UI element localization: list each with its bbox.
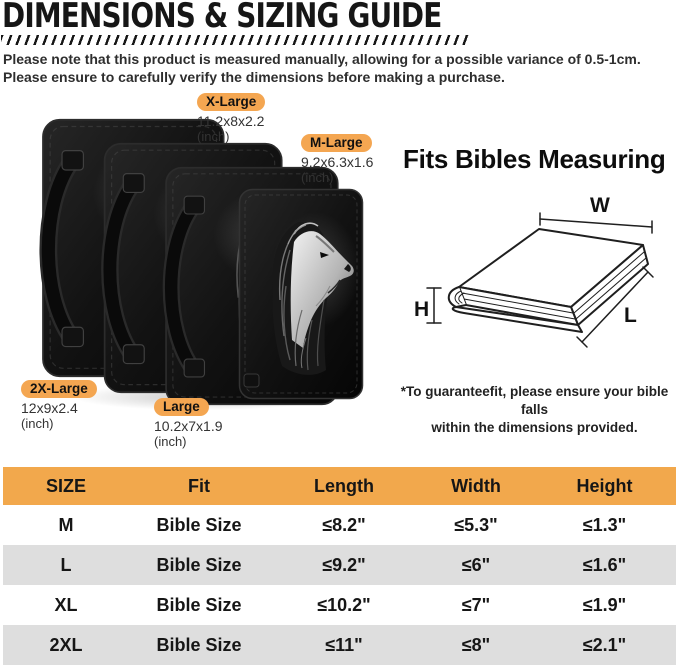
page-title: DIMENSIONS & SIZING GUIDE xyxy=(2,0,442,36)
size-unit: (inch) xyxy=(301,170,334,185)
height-label: H xyxy=(414,298,429,321)
size-unit: (inch) xyxy=(154,434,187,449)
col-header-length: Length xyxy=(314,475,374,496)
bible-cover-m-large-lion xyxy=(238,188,364,400)
intro-line-2: Please ensure to carefully verify the di… xyxy=(3,69,505,85)
size-unit: (inch) xyxy=(197,129,230,144)
table-row-2xl: 2XL Bible Size ≤11" ≤8" ≤2.1" xyxy=(3,625,676,665)
size-badge: 2X-Large xyxy=(21,380,97,398)
width-label: W xyxy=(590,196,610,217)
size-unit: (inch) xyxy=(21,416,54,431)
size-badge: Large xyxy=(154,398,209,416)
cell-size: XL xyxy=(54,594,78,615)
cell-fit: Bible Size xyxy=(156,594,242,615)
intro-text: Please note that this product is measure… xyxy=(3,50,673,86)
cell-width: ≤6" xyxy=(461,554,491,575)
cell-width: ≤8" xyxy=(461,634,491,655)
cell-height: ≤1.3" xyxy=(582,514,627,535)
table-row-xl: XL Bible Size ≤10.2" ≤7" ≤1.9" xyxy=(3,585,676,625)
fit-footnote: *To guaranteefit, please ensure your bib… xyxy=(390,383,679,437)
length-label: L xyxy=(624,304,637,327)
size-callout-2x-large: 2X-Large 12x9x2.4 (inch) xyxy=(21,380,97,431)
col-header-fit: Fit xyxy=(188,475,210,496)
size-callout-m-large: M-Large 9.2x6.3x1.6 (inch) xyxy=(301,134,373,185)
cell-width: ≤5.3" xyxy=(454,514,498,535)
size-table-header: SIZE Fit Length Width Height xyxy=(3,467,676,505)
size-badge: X-Large xyxy=(197,93,266,111)
cell-height: ≤1.6" xyxy=(582,554,627,575)
size-badge: M-Large xyxy=(301,134,372,152)
table-row-m: M Bible Size ≤8.2" ≤5.3" ≤1.3" xyxy=(3,505,676,545)
cell-fit: Bible Size xyxy=(156,514,242,535)
size-dimensions: 11.2x8x2.2 xyxy=(197,113,265,129)
footnote-line-2: within the dimensions provided. xyxy=(431,420,638,435)
table-row-l: L Bible Size ≤9.2" ≤6" ≤1.6" xyxy=(3,545,676,585)
size-callout-large: Large 10.2x7x1.9 (inch) xyxy=(154,398,223,449)
col-header-width: Width xyxy=(451,475,501,496)
cell-width: ≤7" xyxy=(461,594,491,615)
cell-height: ≤1.9" xyxy=(582,594,627,615)
size-dimensions: 9.2x6.3x1.6 xyxy=(301,154,374,170)
cell-height: ≤2.1" xyxy=(582,634,627,655)
cell-length: ≤11" xyxy=(325,634,363,655)
cell-fit: Bible Size xyxy=(156,634,242,655)
col-header-height: Height xyxy=(576,475,633,496)
cell-size: M xyxy=(58,514,74,535)
cell-length: ≤8.2" xyxy=(322,514,366,535)
book-measurement-diagram: W H L xyxy=(414,196,654,348)
intro-line-1: Please note that this product is measure… xyxy=(3,51,641,67)
cell-size: 2XL xyxy=(49,634,83,655)
fit-guide-heading: Fits Bibles Measuring xyxy=(403,144,666,174)
size-table: SIZE Fit Length Width Height M Bible Siz… xyxy=(3,467,676,665)
size-dimensions: 10.2x7x1.9 xyxy=(154,418,223,434)
footnote-line-1: *To guaranteefit, please ensure your bib… xyxy=(400,384,669,417)
size-callout-x-large: X-Large 11.2x8x2.2 (inch) xyxy=(197,93,266,144)
stripe-divider xyxy=(1,35,470,45)
cell-size: L xyxy=(60,554,72,575)
col-header-size: SIZE xyxy=(45,475,86,496)
cell-fit: Bible Size xyxy=(156,554,242,575)
size-dimensions: 12x9x2.4 xyxy=(21,400,78,416)
cell-length: ≤10.2" xyxy=(317,594,371,615)
cell-length: ≤9.2" xyxy=(322,554,366,575)
